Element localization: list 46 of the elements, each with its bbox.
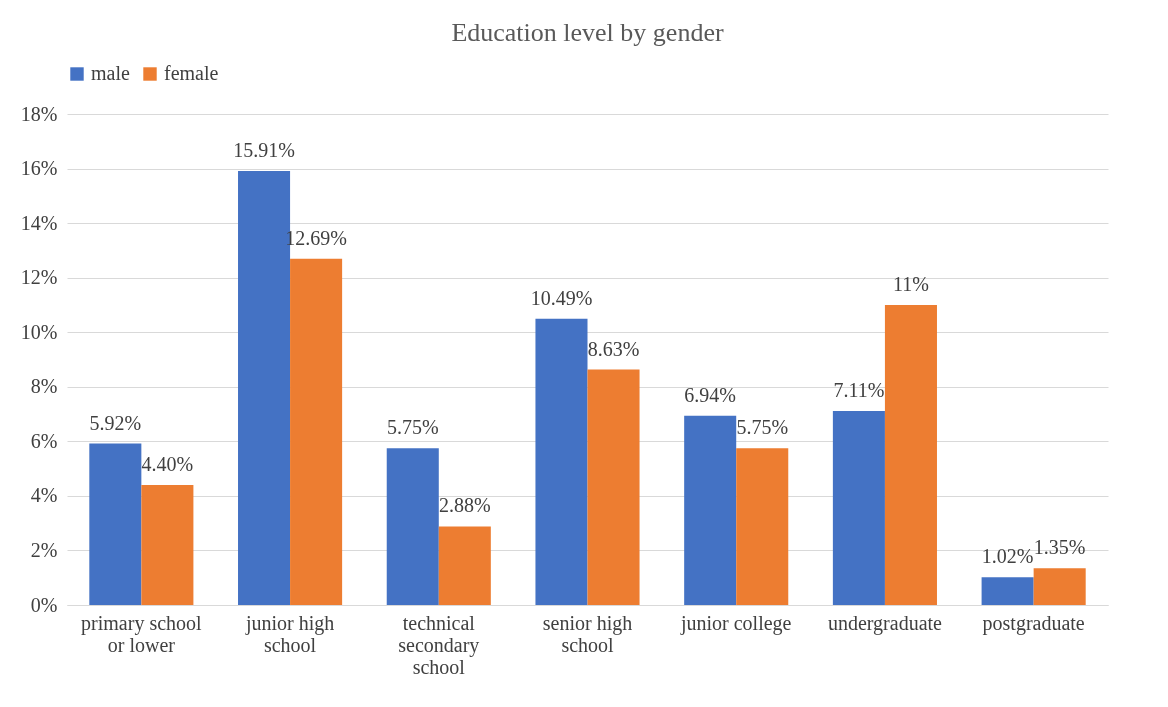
y-tick-label: 0%	[30, 593, 58, 616]
data-label: 5.92%	[89, 411, 142, 434]
data-label: 1.35%	[1033, 536, 1086, 559]
x-tick-label: primary school or lower	[81, 611, 203, 656]
data-label: 1.02%	[981, 545, 1034, 568]
y-tick-label: 8%	[30, 375, 58, 398]
legend-label: female	[164, 62, 219, 84]
y-tick-label: 6%	[30, 429, 58, 452]
y-tick-label: 2%	[30, 538, 58, 561]
y-tick-label: 12%	[20, 266, 58, 289]
bar	[684, 415, 737, 605]
y-tick-label: 4%	[30, 484, 58, 507]
bar	[89, 443, 142, 605]
y-tick-label: 14%	[20, 211, 58, 234]
legend-label: male	[91, 62, 130, 84]
bar	[587, 369, 640, 605]
bar	[1033, 568, 1086, 605]
bar	[832, 411, 885, 605]
data-label: 5.75%	[386, 416, 439, 439]
data-label: 15.91%	[233, 139, 295, 162]
y-tick-label: 10%	[20, 320, 58, 343]
x-tick-label: senior high school	[542, 611, 633, 656]
bar	[386, 448, 439, 605]
data-label: 6.94%	[684, 383, 737, 406]
x-tick-label: postgraduate	[982, 611, 1085, 635]
x-tick-label: technical secondary school	[398, 611, 480, 678]
bar	[290, 258, 343, 605]
bar	[981, 577, 1034, 605]
data-label: 5.75%	[736, 416, 789, 439]
data-label: 4.40%	[141, 452, 194, 475]
y-tick-label: 18%	[20, 102, 58, 125]
y-tick-label: 16%	[20, 157, 58, 180]
x-tick-label: undergraduate	[827, 611, 943, 635]
bar	[535, 318, 588, 605]
bar	[884, 304, 937, 605]
chart-title: Education level by gender	[451, 18, 724, 47]
data-label: 8.63%	[587, 337, 640, 360]
bar	[141, 484, 194, 605]
data-label: 7.11%	[833, 379, 885, 402]
data-label: 10.49%	[530, 286, 593, 309]
bar	[438, 526, 491, 605]
x-tick-label: junior college	[679, 611, 792, 635]
data-label: 2.88%	[438, 494, 491, 517]
x-tick-label: junior high school	[244, 611, 335, 656]
data-label: 11%	[892, 272, 929, 295]
bar	[736, 448, 789, 605]
